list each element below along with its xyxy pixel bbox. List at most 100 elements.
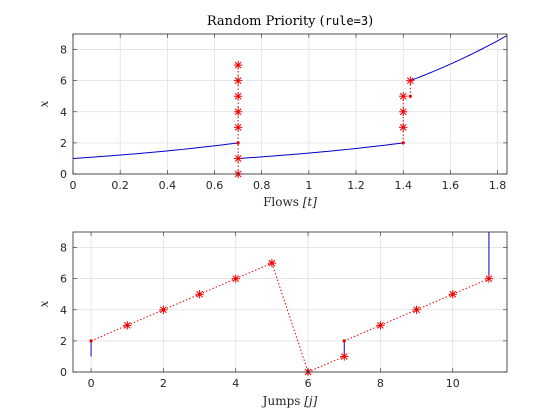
flows-y-tick-label: 0 — [60, 168, 67, 181]
flows-x-tick-label: 0 — [70, 179, 77, 192]
flows-y-label: x — [37, 100, 51, 107]
jumps-x-label: Jumps [j] — [261, 394, 318, 408]
jumps-y-tick-label: 4 — [60, 304, 67, 317]
flows-x-tick-label: 1 — [305, 179, 312, 192]
flow-arc — [410, 35, 508, 82]
jump-point-stroke — [399, 123, 407, 131]
jump-point-stroke — [234, 92, 242, 100]
jumps-x-tick-label: 0 — [88, 377, 95, 390]
jump-point-stroke — [449, 290, 457, 298]
jump-point-stroke — [406, 77, 414, 85]
title-code: rule=3 — [325, 14, 368, 28]
flow-arc — [72, 142, 239, 159]
jump-point — [233, 92, 243, 101]
flows-x-tick-label: 0.6 — [206, 179, 224, 192]
flows-x-tick-label: 1.2 — [347, 179, 365, 192]
jumps-plot: 0 2 4 6 8 10 0 2 4 6 8 Jumps [j] x — [37, 231, 508, 408]
jump-point-stroke — [399, 92, 407, 100]
jump-path — [380, 309, 417, 326]
jump-point — [340, 352, 349, 361]
flows-ticks: 0 0.2 0.4 0.6 0.8 1 1.2 1.4 1.6 1.8 0 2 4 6 8 — [60, 34, 507, 192]
flow-arc — [238, 142, 404, 159]
jumps-axes-frame — [72, 231, 508, 373]
jumps-x-label-main: Jumps — [261, 394, 305, 408]
jumps-y-label: x — [37, 300, 51, 307]
flows-y-tick-label: 2 — [60, 137, 67, 150]
flows-x-tick-label: 0.2 — [111, 179, 129, 192]
flows-axes-frame — [72, 33, 508, 175]
jump-point — [195, 290, 204, 299]
flows-x-tick-label: 0.4 — [159, 179, 177, 192]
jump-point-stroke — [268, 259, 276, 267]
jump-point — [231, 274, 240, 283]
flows-x-tick-label: 1.6 — [442, 179, 460, 192]
jump-point — [399, 107, 408, 116]
jump-origin-point — [89, 339, 93, 343]
jump-origin-point — [408, 94, 412, 98]
jump-point — [123, 321, 132, 330]
jump-point-stroke — [234, 123, 242, 131]
flows-x-label-main: Flows — [263, 195, 303, 209]
jump-point-stroke — [234, 77, 242, 85]
jumps-x-label-var: [j] — [304, 394, 317, 408]
jumps-y-tick-label: 8 — [60, 242, 67, 255]
jump-point — [399, 92, 408, 101]
jump-path — [344, 324, 381, 342]
jump-point — [159, 305, 168, 314]
flows-x-tick-label: 1.8 — [489, 179, 507, 192]
jump-origin-point — [236, 141, 240, 145]
jump-point-stroke — [413, 306, 420, 314]
jump-point-stroke — [160, 306, 167, 314]
jump-point — [233, 60, 243, 70]
jump-path — [235, 262, 273, 280]
title-suffix: ) — [368, 14, 373, 29]
jump-point-stroke — [399, 108, 407, 116]
jump-point-stroke — [196, 290, 203, 298]
jump-point-stroke — [234, 61, 242, 69]
jump-point — [412, 305, 421, 314]
jumps-x-tick-label: 4 — [232, 377, 239, 390]
jump-point — [267, 258, 277, 268]
jump-point — [233, 107, 243, 116]
jump-origin-point — [342, 339, 346, 343]
flows-grid — [72, 34, 507, 175]
jump-point — [406, 76, 415, 85]
jump-point — [233, 154, 243, 163]
jump-path — [416, 293, 453, 311]
flows-y-tick-label: 4 — [60, 106, 67, 119]
figure-title: Random Priority (rule=3) — [207, 14, 373, 29]
jumps-x-tick-label: 8 — [377, 377, 384, 390]
jump-path — [307, 355, 345, 373]
jump-path — [271, 262, 309, 373]
flows-y-tick-label: 6 — [60, 75, 67, 88]
flows-y-tick-label: 8 — [60, 44, 67, 57]
jump-path — [452, 278, 490, 295]
jump-point-stroke — [234, 108, 242, 116]
jump-point-stroke — [234, 155, 242, 162]
flows-x-label: Flows [t] — [263, 195, 317, 209]
jump-point — [484, 274, 494, 283]
jumps-y-tick-label: 2 — [60, 335, 67, 348]
jump-point-stroke — [485, 275, 493, 283]
jumps-ticks: 0 2 4 6 8 10 0 2 4 6 8 — [60, 232, 507, 390]
flows-x-tick-label: 1.4 — [394, 179, 412, 192]
jump-point — [233, 123, 243, 132]
jump-path — [163, 293, 200, 311]
jumps-y-tick-label: 6 — [60, 273, 67, 286]
jump-point — [376, 321, 385, 330]
jumps-grid — [73, 232, 507, 373]
title-prefix: Random Priority ( — [207, 14, 325, 29]
jump-point — [399, 123, 408, 132]
flows-data — [72, 35, 508, 179]
jumps-x-tick-label: 6 — [305, 377, 312, 390]
jumps-y-tick-label: 0 — [60, 366, 67, 379]
jump-path — [127, 309, 164, 326]
jump-point-stroke — [377, 321, 384, 329]
jump-point-stroke — [123, 321, 131, 329]
flows-plot: 0 0.2 0.4 0.6 0.8 1 1.2 1.4 1.6 1.8 0 2 4 6 8 Flows [t… — [37, 33, 508, 209]
jump-point — [448, 290, 457, 299]
jump-point-stroke — [340, 353, 348, 360]
jumps-x-tick-label: 10 — [446, 377, 460, 390]
flows-x-tick-label: 0.8 — [253, 179, 271, 192]
